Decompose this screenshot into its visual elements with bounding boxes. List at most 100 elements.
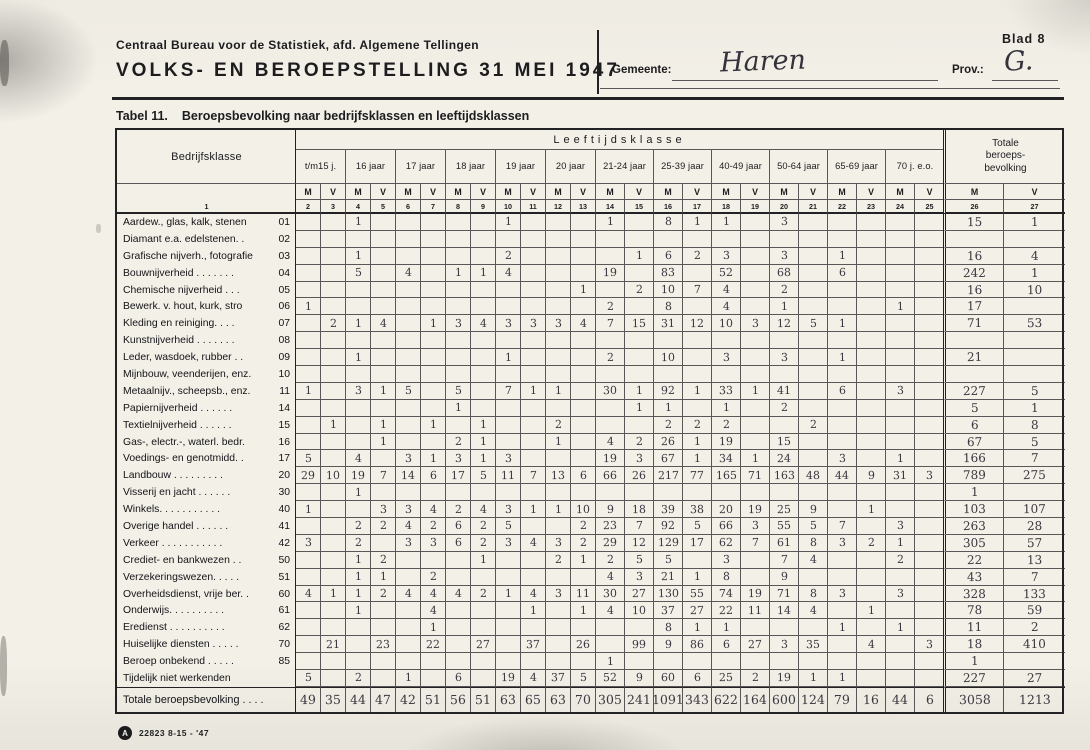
data-cell bbox=[857, 281, 886, 299]
data-cell bbox=[915, 400, 944, 417]
data-cell bbox=[546, 230, 571, 248]
data-cell: 3 bbox=[915, 467, 944, 485]
data-cell bbox=[799, 399, 828, 417]
data-cell bbox=[799, 230, 828, 248]
data-cell bbox=[828, 366, 857, 383]
data-cell bbox=[915, 349, 944, 367]
data-cell: 4 bbox=[596, 602, 625, 620]
data-cell bbox=[296, 518, 321, 535]
data-cell bbox=[571, 247, 596, 265]
data-cell: 4 bbox=[446, 585, 471, 603]
data-cell bbox=[296, 315, 321, 333]
data-cell bbox=[799, 349, 828, 367]
data-cell bbox=[683, 399, 712, 417]
col-number: 21 bbox=[799, 200, 828, 214]
data-cell: 25 bbox=[770, 501, 799, 519]
data-cell bbox=[857, 247, 886, 265]
data-cell: 3 bbox=[371, 501, 396, 519]
data-cell bbox=[683, 332, 712, 350]
data-cell: 622 bbox=[712, 686, 741, 712]
data-cell: 3 bbox=[346, 382, 371, 400]
data-cell: 3 bbox=[915, 636, 944, 654]
data-cell: 2 bbox=[471, 534, 496, 552]
data-cell bbox=[346, 501, 371, 519]
row-label: Chemische nijverheid . . . 05 bbox=[117, 281, 296, 299]
data-cell bbox=[799, 568, 828, 586]
data-cell bbox=[546, 298, 571, 316]
data-cell bbox=[886, 568, 915, 586]
data-cell bbox=[857, 433, 886, 451]
mv-header: M bbox=[654, 184, 683, 200]
data-cell: 3 bbox=[828, 450, 857, 468]
data-cell: 2 bbox=[571, 518, 596, 535]
mv-header: M bbox=[446, 184, 471, 200]
data-cell bbox=[571, 214, 596, 231]
data-cell bbox=[596, 247, 625, 265]
data-cell: 4 bbox=[799, 602, 828, 620]
data-cell bbox=[828, 332, 857, 350]
data-cell bbox=[521, 264, 546, 282]
data-cell: 3 bbox=[741, 315, 770, 333]
data-cell bbox=[886, 602, 915, 620]
footer-print-code: 22823 8-15 - '47 bbox=[139, 728, 210, 738]
mv-header: M bbox=[496, 184, 521, 200]
data-cell bbox=[857, 315, 886, 333]
data-cell bbox=[571, 619, 596, 637]
data-cell bbox=[571, 433, 596, 451]
data-cell: 24 bbox=[770, 450, 799, 468]
data-cell: 1 bbox=[799, 670, 828, 687]
col-number: 24 bbox=[886, 200, 915, 214]
data-cell bbox=[496, 433, 521, 451]
total-m-cell: 242 bbox=[943, 264, 1004, 282]
table-caption-text: Beroepsbevolking naar bedrijfsklassen en… bbox=[181, 109, 530, 123]
data-cell: 2 bbox=[546, 551, 571, 569]
data-cell bbox=[799, 332, 828, 350]
data-cell bbox=[654, 653, 683, 671]
data-cell: 15 bbox=[625, 315, 654, 333]
total-v-cell: 4 bbox=[1004, 248, 1065, 265]
data-cell bbox=[596, 619, 625, 637]
data-cell: 6 bbox=[828, 264, 857, 282]
data-cell bbox=[741, 298, 770, 316]
data-cell: 52 bbox=[596, 670, 625, 687]
data-cell bbox=[296, 230, 321, 248]
data-cell: 1 bbox=[828, 315, 857, 333]
total-v-cell bbox=[1004, 366, 1065, 383]
data-cell bbox=[770, 332, 799, 350]
data-cell: 2 bbox=[625, 433, 654, 451]
data-cell bbox=[446, 653, 471, 671]
data-cell bbox=[915, 501, 944, 519]
data-cell bbox=[828, 551, 857, 569]
data-cell: 1 bbox=[446, 264, 471, 282]
data-cell bbox=[625, 653, 654, 671]
data-cell bbox=[683, 366, 712, 383]
data-cell: 31 bbox=[654, 315, 683, 333]
data-cell: 55 bbox=[683, 585, 712, 603]
data-cell: 2 bbox=[471, 518, 496, 535]
data-cell: 51 bbox=[421, 686, 446, 712]
data-cell: 1 bbox=[346, 585, 371, 603]
corner-mv-spacer bbox=[117, 184, 296, 200]
total-m-cell bbox=[943, 366, 1004, 383]
row-label: Tijdelijk niet werkenden bbox=[117, 670, 296, 687]
data-cell: 4 bbox=[596, 568, 625, 586]
data-cell bbox=[496, 416, 521, 434]
data-cell bbox=[596, 230, 625, 248]
data-cell: 11 bbox=[571, 585, 596, 603]
data-cell bbox=[915, 366, 944, 383]
total-m-cell: 1 bbox=[943, 484, 1004, 502]
data-cell bbox=[521, 568, 546, 586]
mv-header: V bbox=[683, 184, 712, 200]
data-cell bbox=[571, 653, 596, 671]
data-cell: 99 bbox=[625, 636, 654, 654]
data-cell bbox=[915, 434, 944, 451]
col-number: 18 bbox=[712, 200, 741, 214]
data-cell: 31 bbox=[886, 467, 915, 485]
data-cell: 2 bbox=[596, 551, 625, 569]
data-cell bbox=[828, 568, 857, 586]
sheet-number: Blad 8 bbox=[1002, 32, 1046, 46]
data-cell bbox=[683, 264, 712, 282]
col-number: 20 bbox=[770, 200, 799, 214]
mv-header: M bbox=[346, 184, 371, 200]
data-cell bbox=[915, 518, 944, 535]
